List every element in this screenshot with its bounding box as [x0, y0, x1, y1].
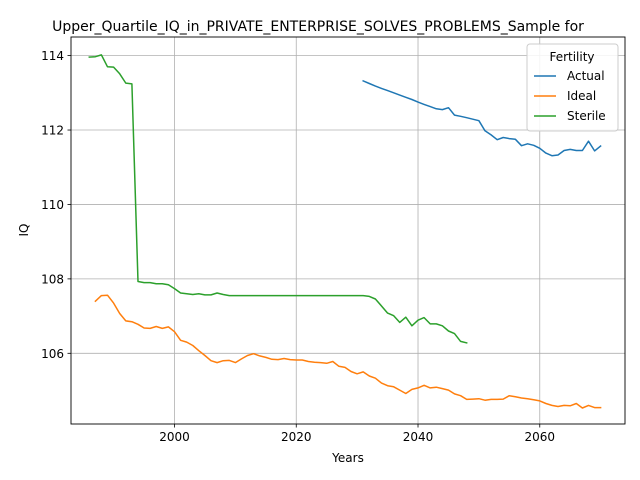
y-tick-label: 106 [41, 347, 64, 361]
legend: Fertility Actual Ideal Sterile [526, 43, 619, 132]
x-axis: 2000 2020 2040 2060 [159, 424, 555, 444]
y-tick-label: 108 [41, 272, 64, 286]
x-tick-label: 2020 [281, 430, 312, 444]
y-tick-label: 114 [41, 49, 64, 63]
legend-title: Fertility [549, 50, 594, 64]
series-line-actual [362, 79, 602, 157]
series-lines [88, 54, 602, 409]
y-axis-title: IQ [17, 224, 31, 237]
legend-label-ideal: Ideal [567, 89, 596, 103]
legend-label-sterile: Sterile [567, 109, 606, 123]
y-tick-label: 112 [41, 124, 64, 138]
legend-label-actual: Actual [567, 69, 605, 83]
series-line-ideal [94, 294, 602, 409]
x-tick-label: 2060 [524, 430, 555, 444]
chart-title: Upper_Quartile_IQ_in_PRIVATE_ENTERPRISE_… [52, 19, 584, 35]
legend-box [526, 43, 619, 132]
x-axis-title: Years [331, 451, 364, 465]
x-tick-label: 2040 [403, 430, 434, 444]
y-axis: 106 108 110 112 114 [41, 49, 71, 361]
y-tick-label: 110 [41, 198, 64, 212]
plot-area-frame [70, 36, 626, 425]
x-tick-label: 2000 [159, 430, 190, 444]
series-line-sterile [88, 54, 468, 344]
